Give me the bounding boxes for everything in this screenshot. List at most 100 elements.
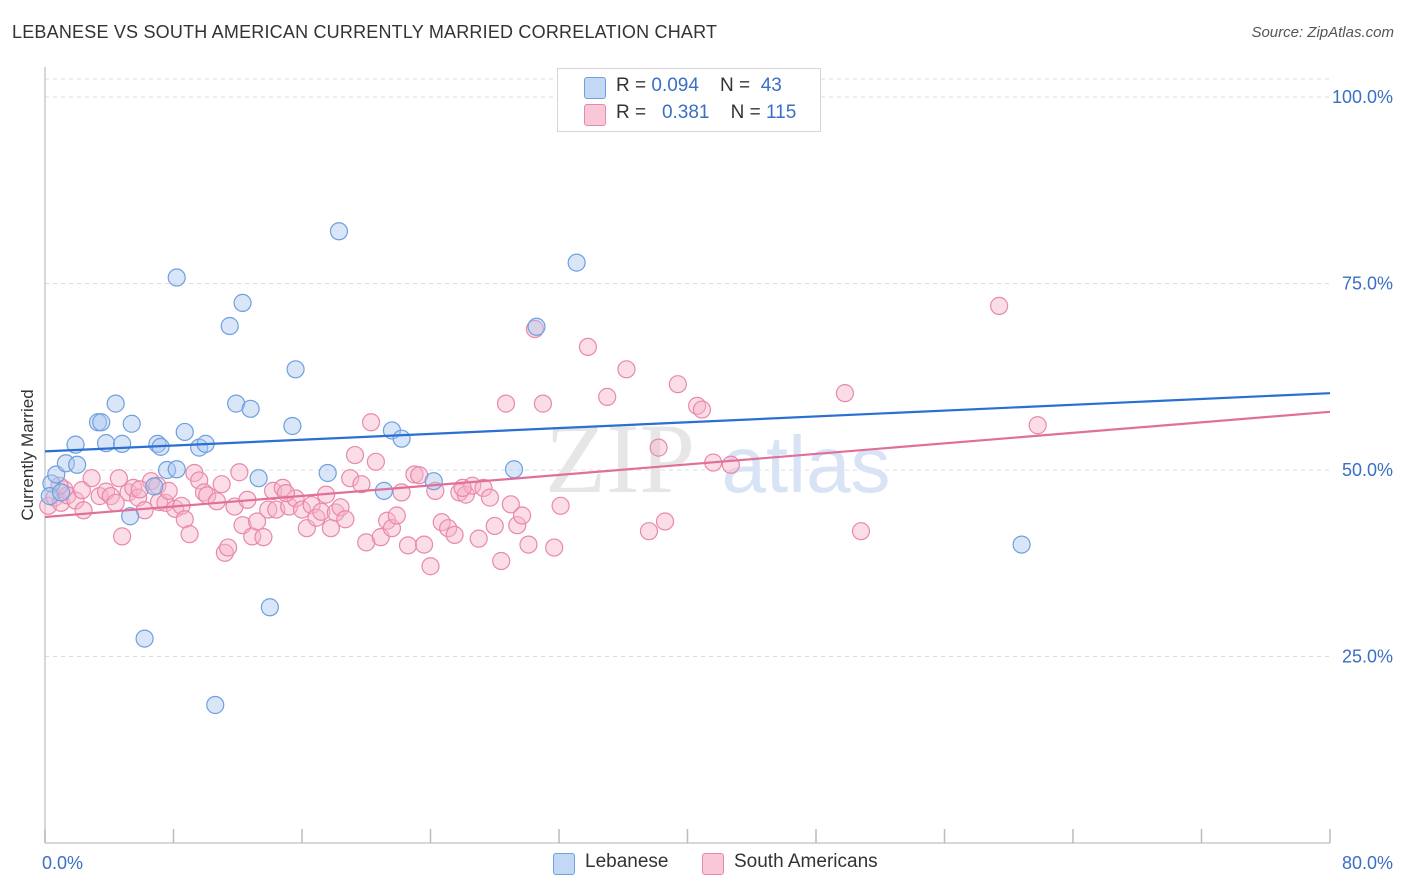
south-americans-point [578,337,598,357]
south-americans-point [331,498,350,517]
lebanese-points [40,222,1031,715]
south-americans-point [387,506,406,525]
south-americans-point [1028,416,1047,435]
south-americans-point [421,557,440,576]
south-americans-point [112,527,132,546]
watermark-zip: ZIP [545,403,695,514]
south-americans-point [82,469,101,488]
south-americans-point [508,516,527,535]
south-americans-point [617,360,636,379]
south-americans-point [72,481,92,500]
lebanese-point [329,222,349,241]
tick-labels: 100.0% 75.0% 50.0% 25.0% 0.0% 80.0% [42,87,1393,873]
south-americans-point [230,463,249,482]
south-americans-point [159,481,178,500]
chart-title: LEBANESE VS SOUTH AMERICAN CURRENTLY MAR… [12,22,718,42]
x-tick-label: 80.0% [1342,853,1393,873]
axes [44,67,1331,844]
lebanese-point [106,394,125,413]
south-americans-point [292,500,312,519]
legend-r-label: R = [616,75,652,96]
south-americans-point [492,551,511,571]
south-americans-point [74,501,93,520]
south-americans-point [649,438,668,457]
south-americans-point [130,480,149,499]
south-americans-point [398,536,418,555]
lebanese-point [145,477,164,496]
south-americans-point [273,478,292,498]
south-americans-point [326,503,345,522]
lebanese-point [249,469,268,488]
south-americans-point [469,529,488,548]
south-americans-point [341,469,360,488]
south-americans-point [352,475,371,494]
lebanese-point [68,455,87,474]
lebanese-point [51,483,71,502]
south-americans-trend-line [44,410,1331,519]
south-americans-point [496,394,516,413]
lebanese-point [1012,535,1031,554]
lebanese-point [527,317,546,336]
lebanese-trend-line [44,392,1331,453]
south-americans-point [721,455,740,474]
south-americans-point [551,496,570,515]
lebanese-point [206,695,225,715]
lebanese-point [148,434,167,453]
legend-text-south-americans: R = 0.381 N = 115 [616,102,796,124]
south-americans-point [655,512,675,531]
south-americans-point [414,535,434,554]
lebanese-point [374,481,394,500]
south-americans-point [219,538,238,557]
lebanese-point [392,429,411,448]
lebanese-point [122,414,141,433]
lebanese-point [220,316,239,336]
legend-n-label: N = [730,102,766,123]
south-americans-points [39,296,1047,576]
south-americans-point [533,394,553,413]
lebanese-point [40,487,59,506]
south-americans-point [639,522,659,541]
lebanese-point [241,399,260,418]
legend-text-lebanese: R = 0.094 N = 43 [616,75,782,97]
south-americans-point [519,535,538,554]
lebanese-point [318,463,337,483]
legend-r-label: R = [616,102,652,123]
south-americans-point [990,296,1009,315]
south-americans-point [212,475,231,494]
lebanese-point [175,422,194,442]
bottom-legend-label: South Americans [734,851,878,872]
lebanese-point [286,360,305,379]
y-tick-label: 25.0% [1342,647,1393,667]
south-americans-point [501,495,520,514]
south-americans-point [545,538,564,557]
south-americans-point [109,469,128,488]
lebanese-point [135,629,154,648]
legend-r-value: 0.381 [661,102,710,123]
lebanese-point [167,268,186,287]
legend-r-value: 0.094 [651,75,699,96]
south-americans-point [345,445,365,465]
south-americans-point [124,478,143,498]
x-tick-label: 0.0% [42,853,83,873]
south-americans-point [485,516,504,536]
grid-lines [45,78,1330,657]
south-americans-point [474,478,493,498]
bottom-legend-label: Lebanese [585,851,669,872]
y-tick-label: 50.0% [1342,460,1393,480]
source-label: Source: ZipAtlas.com [1251,24,1394,41]
south-americans-point [207,492,226,511]
south-americans-point [361,413,381,432]
y-tick-label: 100.0% [1332,87,1393,107]
lebanese-point [233,293,252,312]
south-americans-point [692,400,712,419]
south-americans-point [307,508,326,527]
south-americans-point [366,452,385,471]
south-americans-point [312,502,331,521]
pink-square-icon [584,104,606,126]
trend-lines [44,392,1331,519]
lebanese-point [92,413,111,432]
south-americans-point [286,489,305,508]
lebanese-point [157,460,177,480]
blue-square-icon [584,77,606,99]
